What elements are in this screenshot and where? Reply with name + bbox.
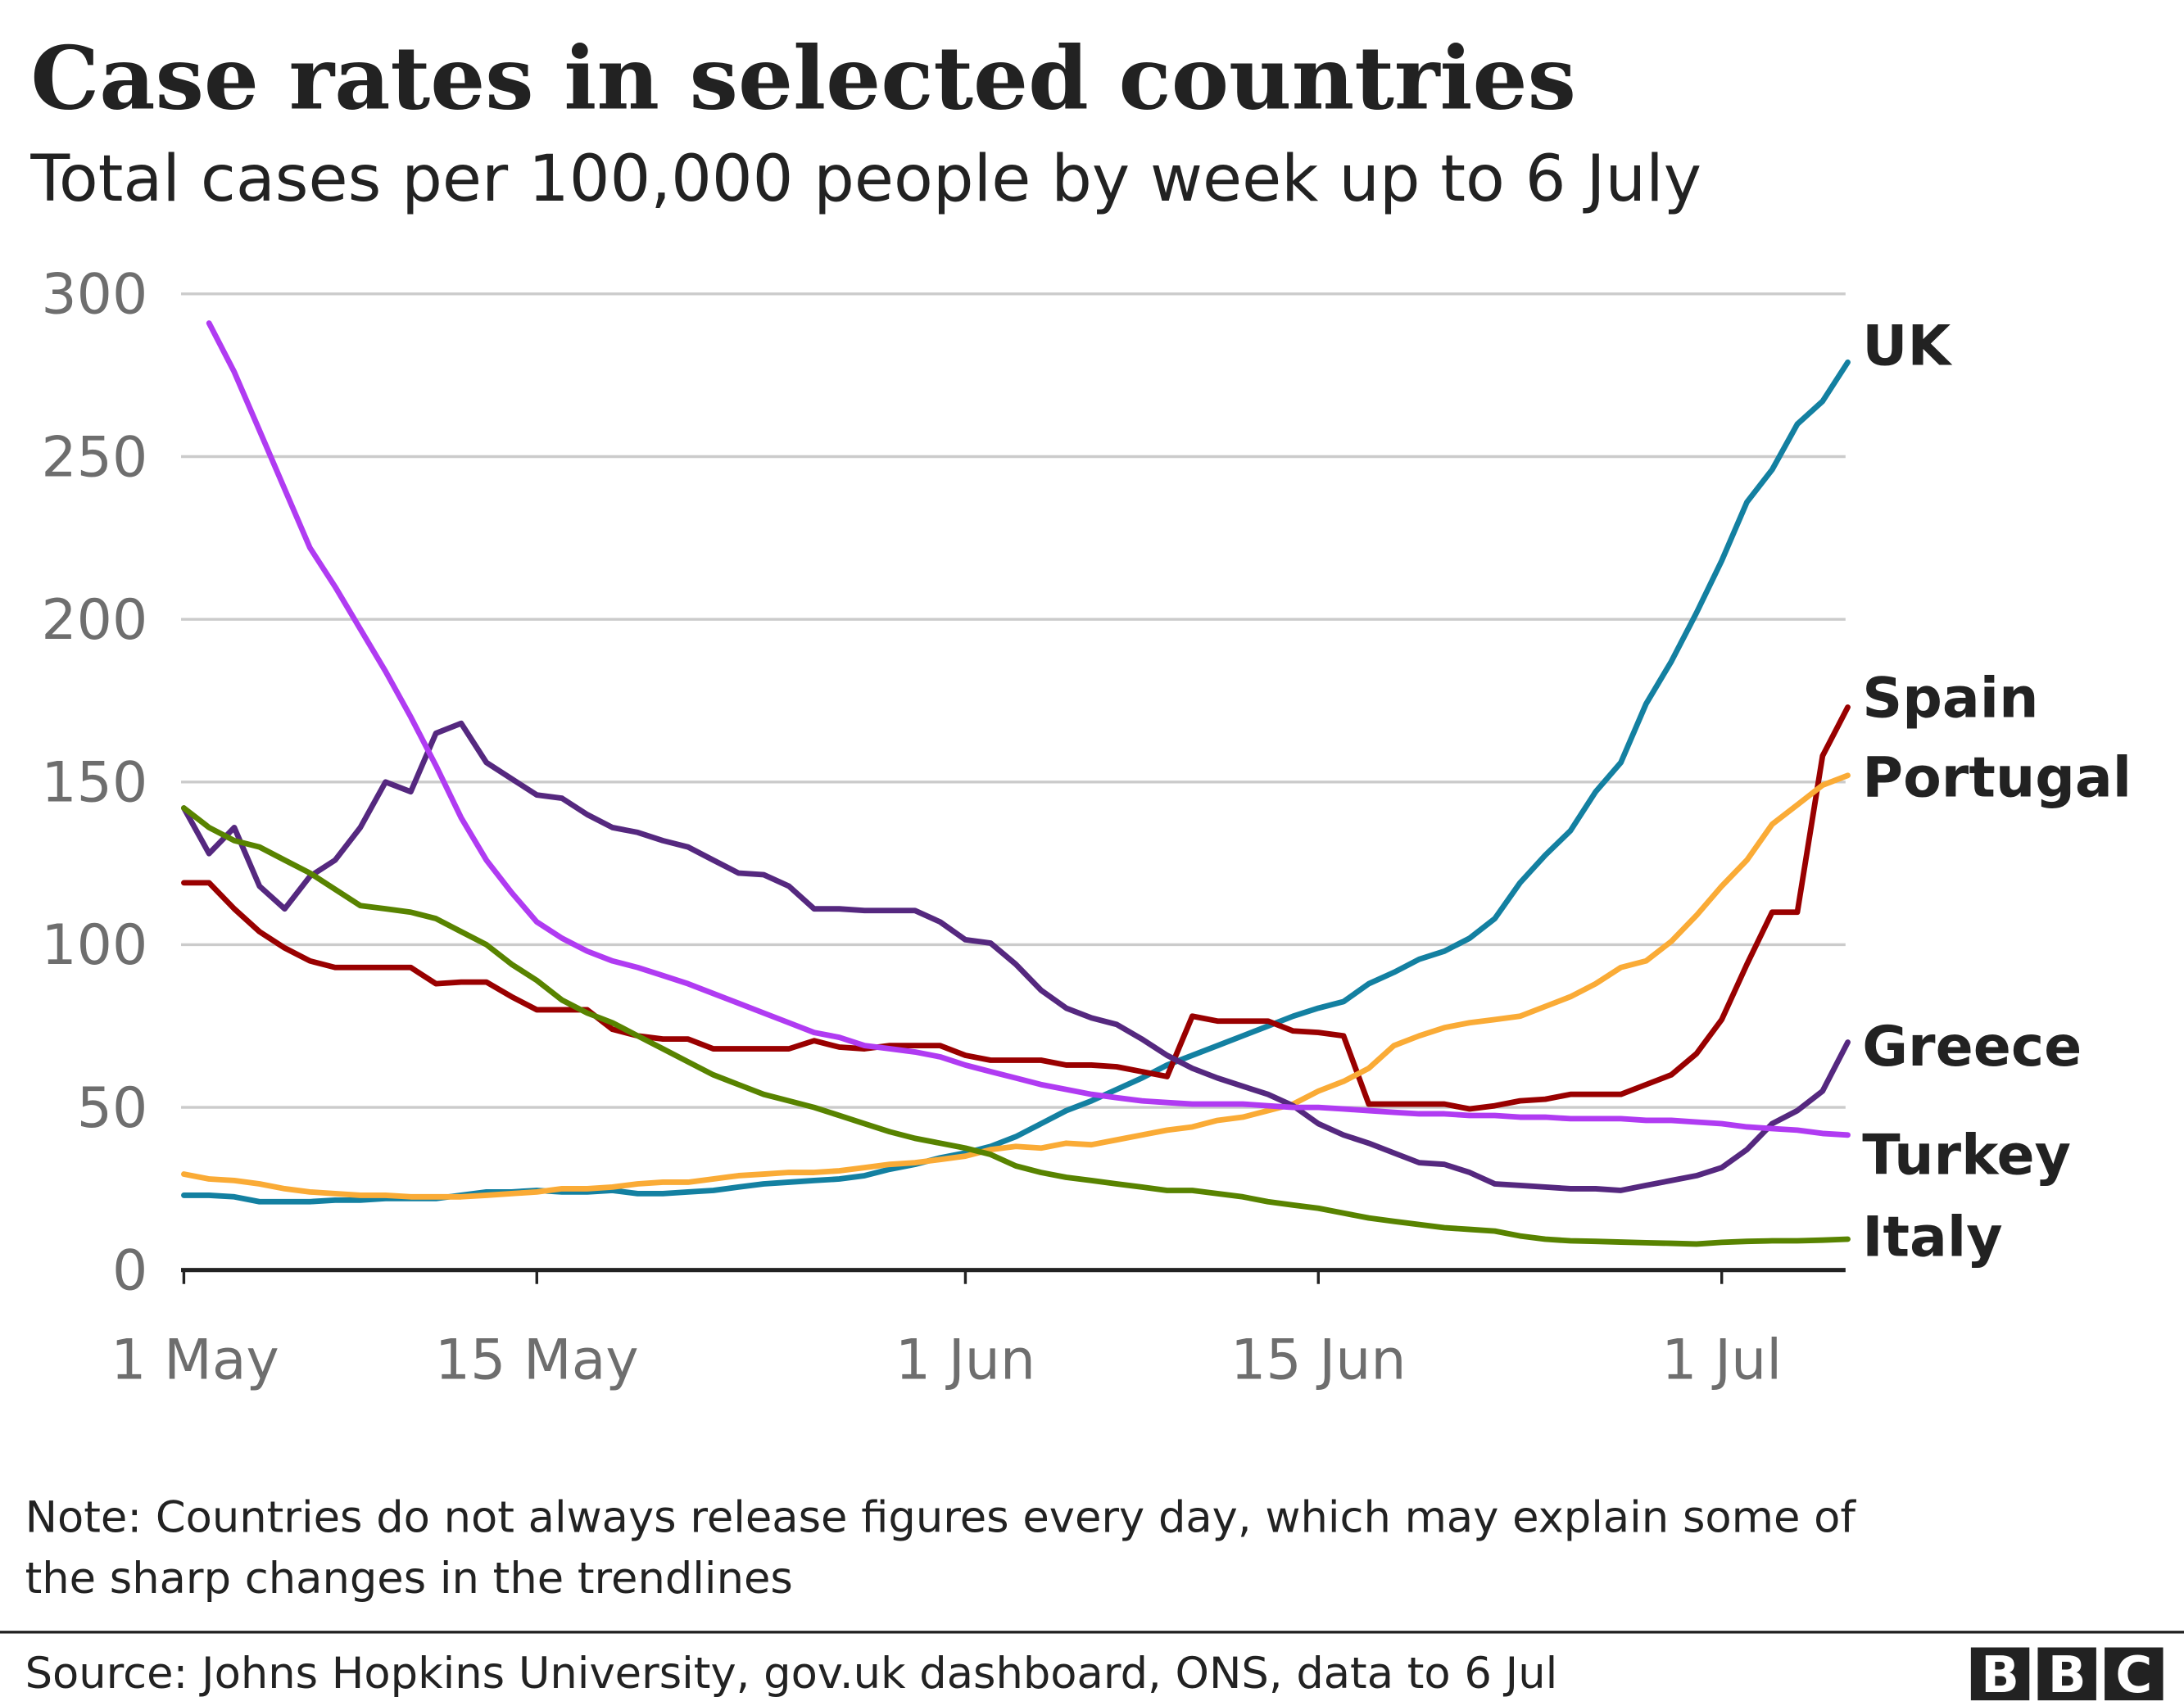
svg-text:B: B <box>2048 1646 2087 1704</box>
line-greece <box>181 720 1851 1193</box>
series-lines <box>181 320 1851 1247</box>
x-tick-label: 1 Jul <box>1661 1328 1782 1392</box>
y-tick-label: 250 <box>41 425 147 490</box>
bbc-logo: B B C <box>1970 1646 2164 1704</box>
line-portugal <box>181 772 1851 1200</box>
note-line-2: the sharp changes in the trendlines <box>25 1554 793 1604</box>
note-line-1: Note: Countries do not always release fi… <box>25 1492 1857 1542</box>
y-tick-label: 200 <box>41 588 147 653</box>
y-tick-label: 50 <box>77 1076 148 1141</box>
y-tick-label: 300 <box>41 263 147 328</box>
y-tick-label: 100 <box>41 913 147 978</box>
y-tick-label: 0 <box>112 1239 147 1304</box>
label-turkey: Turkey <box>1862 1123 2071 1188</box>
line-spain <box>181 704 1851 1112</box>
source-text: Source: Johns Hopkins University, gov.uk… <box>25 1649 1558 1699</box>
x-tick-label: 15 May <box>435 1328 639 1392</box>
line-turkey <box>206 320 1851 1138</box>
label-uk: UK <box>1862 315 1952 379</box>
chart-subtitle: Total cases per 100,000 people by week u… <box>29 142 1701 216</box>
x-tick-label: 1 Jun <box>895 1328 1035 1392</box>
x-axis-ticks: 1 May 15 May 1 Jun 15 Jun 1 Jul <box>111 1269 1782 1392</box>
x-tick-label: 15 Jun <box>1230 1328 1406 1392</box>
series-labels: UK Spain Portugal Greece Turkey Italy <box>1862 315 2132 1270</box>
svg-text:B: B <box>1981 1646 2019 1704</box>
chart-title: Case rates in selected countries <box>30 28 1576 129</box>
x-tick-label: 1 May <box>111 1328 279 1392</box>
label-spain: Spain <box>1862 667 2038 731</box>
line-italy <box>181 805 1851 1247</box>
y-axis-ticks: 0 50 100 150 200 250 300 <box>41 263 147 1304</box>
label-greece: Greece <box>1862 1015 2082 1079</box>
y-tick-label: 150 <box>41 751 147 816</box>
label-italy: Italy <box>1862 1206 2002 1270</box>
gridlines <box>181 292 1846 1273</box>
label-portugal: Portugal <box>1862 746 2132 811</box>
svg-text:C: C <box>2115 1646 2152 1704</box>
